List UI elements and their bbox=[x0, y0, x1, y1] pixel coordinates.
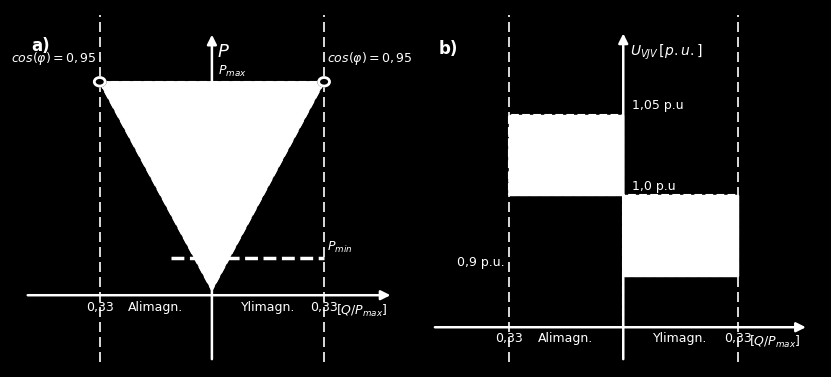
Text: $P_{max}$: $P_{max}$ bbox=[218, 64, 247, 79]
Text: 0,33: 0,33 bbox=[86, 300, 114, 314]
Text: $U_{VJV}\,[p.u.]$: $U_{VJV}\,[p.u.]$ bbox=[630, 43, 703, 63]
Polygon shape bbox=[623, 195, 738, 276]
Polygon shape bbox=[509, 115, 623, 195]
Text: 0,33: 0,33 bbox=[724, 332, 752, 345]
Text: $P_{min}$: $P_{min}$ bbox=[327, 240, 353, 255]
Circle shape bbox=[318, 78, 330, 86]
Text: $[Q/P_{max}]$: $[Q/P_{max}]$ bbox=[336, 303, 387, 319]
Text: $P$: $P$ bbox=[217, 43, 230, 61]
Text: $cos(\varphi) = 0,95$: $cos(\varphi) = 0,95$ bbox=[327, 50, 413, 67]
Text: 1,05 p.u: 1,05 p.u bbox=[632, 99, 684, 112]
Text: 0,33: 0,33 bbox=[494, 332, 523, 345]
Text: 0,9 p.u.: 0,9 p.u. bbox=[458, 256, 505, 270]
Text: a): a) bbox=[32, 37, 51, 55]
Circle shape bbox=[94, 78, 106, 86]
Text: $[Q/P_{max}]$: $[Q/P_{max}]$ bbox=[750, 334, 801, 350]
Text: 0,33: 0,33 bbox=[310, 300, 338, 314]
Text: Alimagn.: Alimagn. bbox=[538, 332, 593, 345]
Text: Ylimagn.: Ylimagn. bbox=[653, 332, 708, 345]
Text: Ylimagn.: Ylimagn. bbox=[241, 300, 295, 314]
Text: b): b) bbox=[439, 40, 459, 58]
Polygon shape bbox=[100, 82, 324, 290]
Text: 1,0 p.u: 1,0 p.u bbox=[632, 180, 676, 193]
Text: Alimagn.: Alimagn. bbox=[128, 300, 184, 314]
Text: $cos(\varphi) = 0,95$: $cos(\varphi) = 0,95$ bbox=[11, 50, 96, 67]
